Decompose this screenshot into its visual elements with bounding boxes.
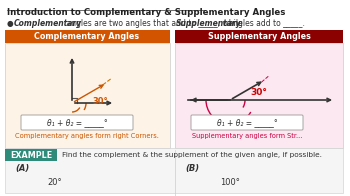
Text: Complementary angles form right Corners.: Complementary angles form right Corners. xyxy=(15,133,159,139)
Text: θ₁ + θ₂ = _____°: θ₁ + θ₂ = _____° xyxy=(217,118,277,127)
Text: ●: ● xyxy=(7,19,18,28)
FancyBboxPatch shape xyxy=(5,30,170,43)
FancyBboxPatch shape xyxy=(5,148,343,193)
Text: Complementary Angles: Complementary Angles xyxy=(34,32,140,41)
Text: (B): (B) xyxy=(185,164,199,173)
Text: 30°: 30° xyxy=(250,88,267,97)
Text: Complementary: Complementary xyxy=(14,19,82,28)
FancyBboxPatch shape xyxy=(5,149,57,161)
Text: angles add to _____.: angles add to _____. xyxy=(226,19,305,28)
Text: Supplementary angles form Str...: Supplementary angles form Str... xyxy=(192,133,302,139)
Text: (A): (A) xyxy=(15,164,29,173)
Text: Introduction to Complementary & Supplementary Angles: Introduction to Complementary & Suppleme… xyxy=(7,8,285,17)
Text: Supplementary: Supplementary xyxy=(176,19,242,28)
FancyBboxPatch shape xyxy=(21,115,133,130)
FancyBboxPatch shape xyxy=(5,43,170,148)
Text: angles are two angles that add to _____, while: angles are two angles that add to _____,… xyxy=(64,19,245,28)
FancyBboxPatch shape xyxy=(175,30,343,43)
Text: Supplementary Angles: Supplementary Angles xyxy=(208,32,310,41)
Text: Find the complement & the supplement of the given angle, if possible.: Find the complement & the supplement of … xyxy=(62,152,322,158)
Text: 20°: 20° xyxy=(48,178,62,187)
Text: 30°: 30° xyxy=(92,97,108,106)
Text: 100°: 100° xyxy=(220,178,240,187)
FancyBboxPatch shape xyxy=(175,43,343,148)
FancyBboxPatch shape xyxy=(191,115,303,130)
Text: EXAMPLE: EXAMPLE xyxy=(10,151,52,160)
Text: θ₁ + θ₂ = _____°: θ₁ + θ₂ = _____° xyxy=(47,118,107,127)
